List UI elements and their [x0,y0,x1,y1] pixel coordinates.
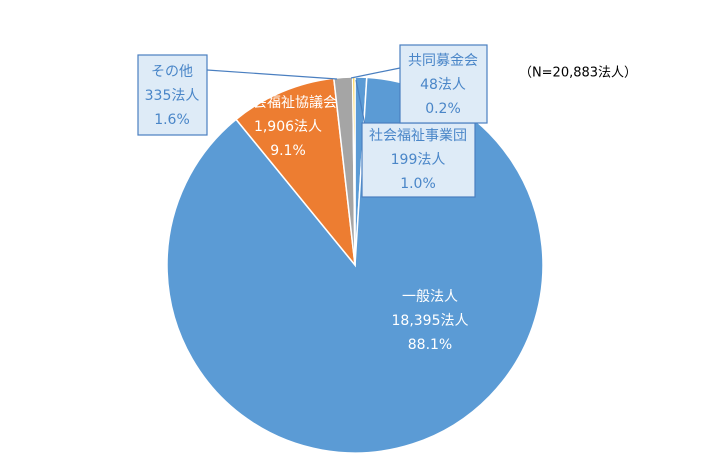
count-label: 1,906法人 [254,119,322,135]
value-label: 9.1% [270,143,306,159]
leader-line [206,69,338,80]
category-label: その他 [151,64,193,80]
callout-box [399,44,488,124]
count-label: 48法人 [420,77,466,93]
value-label: 1.6% [154,112,190,128]
value-label: 88.1% [408,337,452,353]
annotation: （N=20,883法人） [519,66,637,81]
callout-box [361,122,476,198]
count-label: 18,395法人 [392,313,469,329]
category-label: 共同募金会 [408,53,478,69]
count-label: 199法人 [391,152,446,168]
callout-box [137,54,208,136]
leader-line [350,67,401,79]
value-label: 0.2% [425,101,461,117]
value-label: 1.0% [400,176,436,192]
category-label: 一般法人 [402,289,458,305]
leader-line [355,79,366,126]
count-label: 335法人 [145,88,200,104]
category-label: 社会福祉協議会 [239,94,337,111]
category-label: 社会福祉事業団 [369,128,467,144]
